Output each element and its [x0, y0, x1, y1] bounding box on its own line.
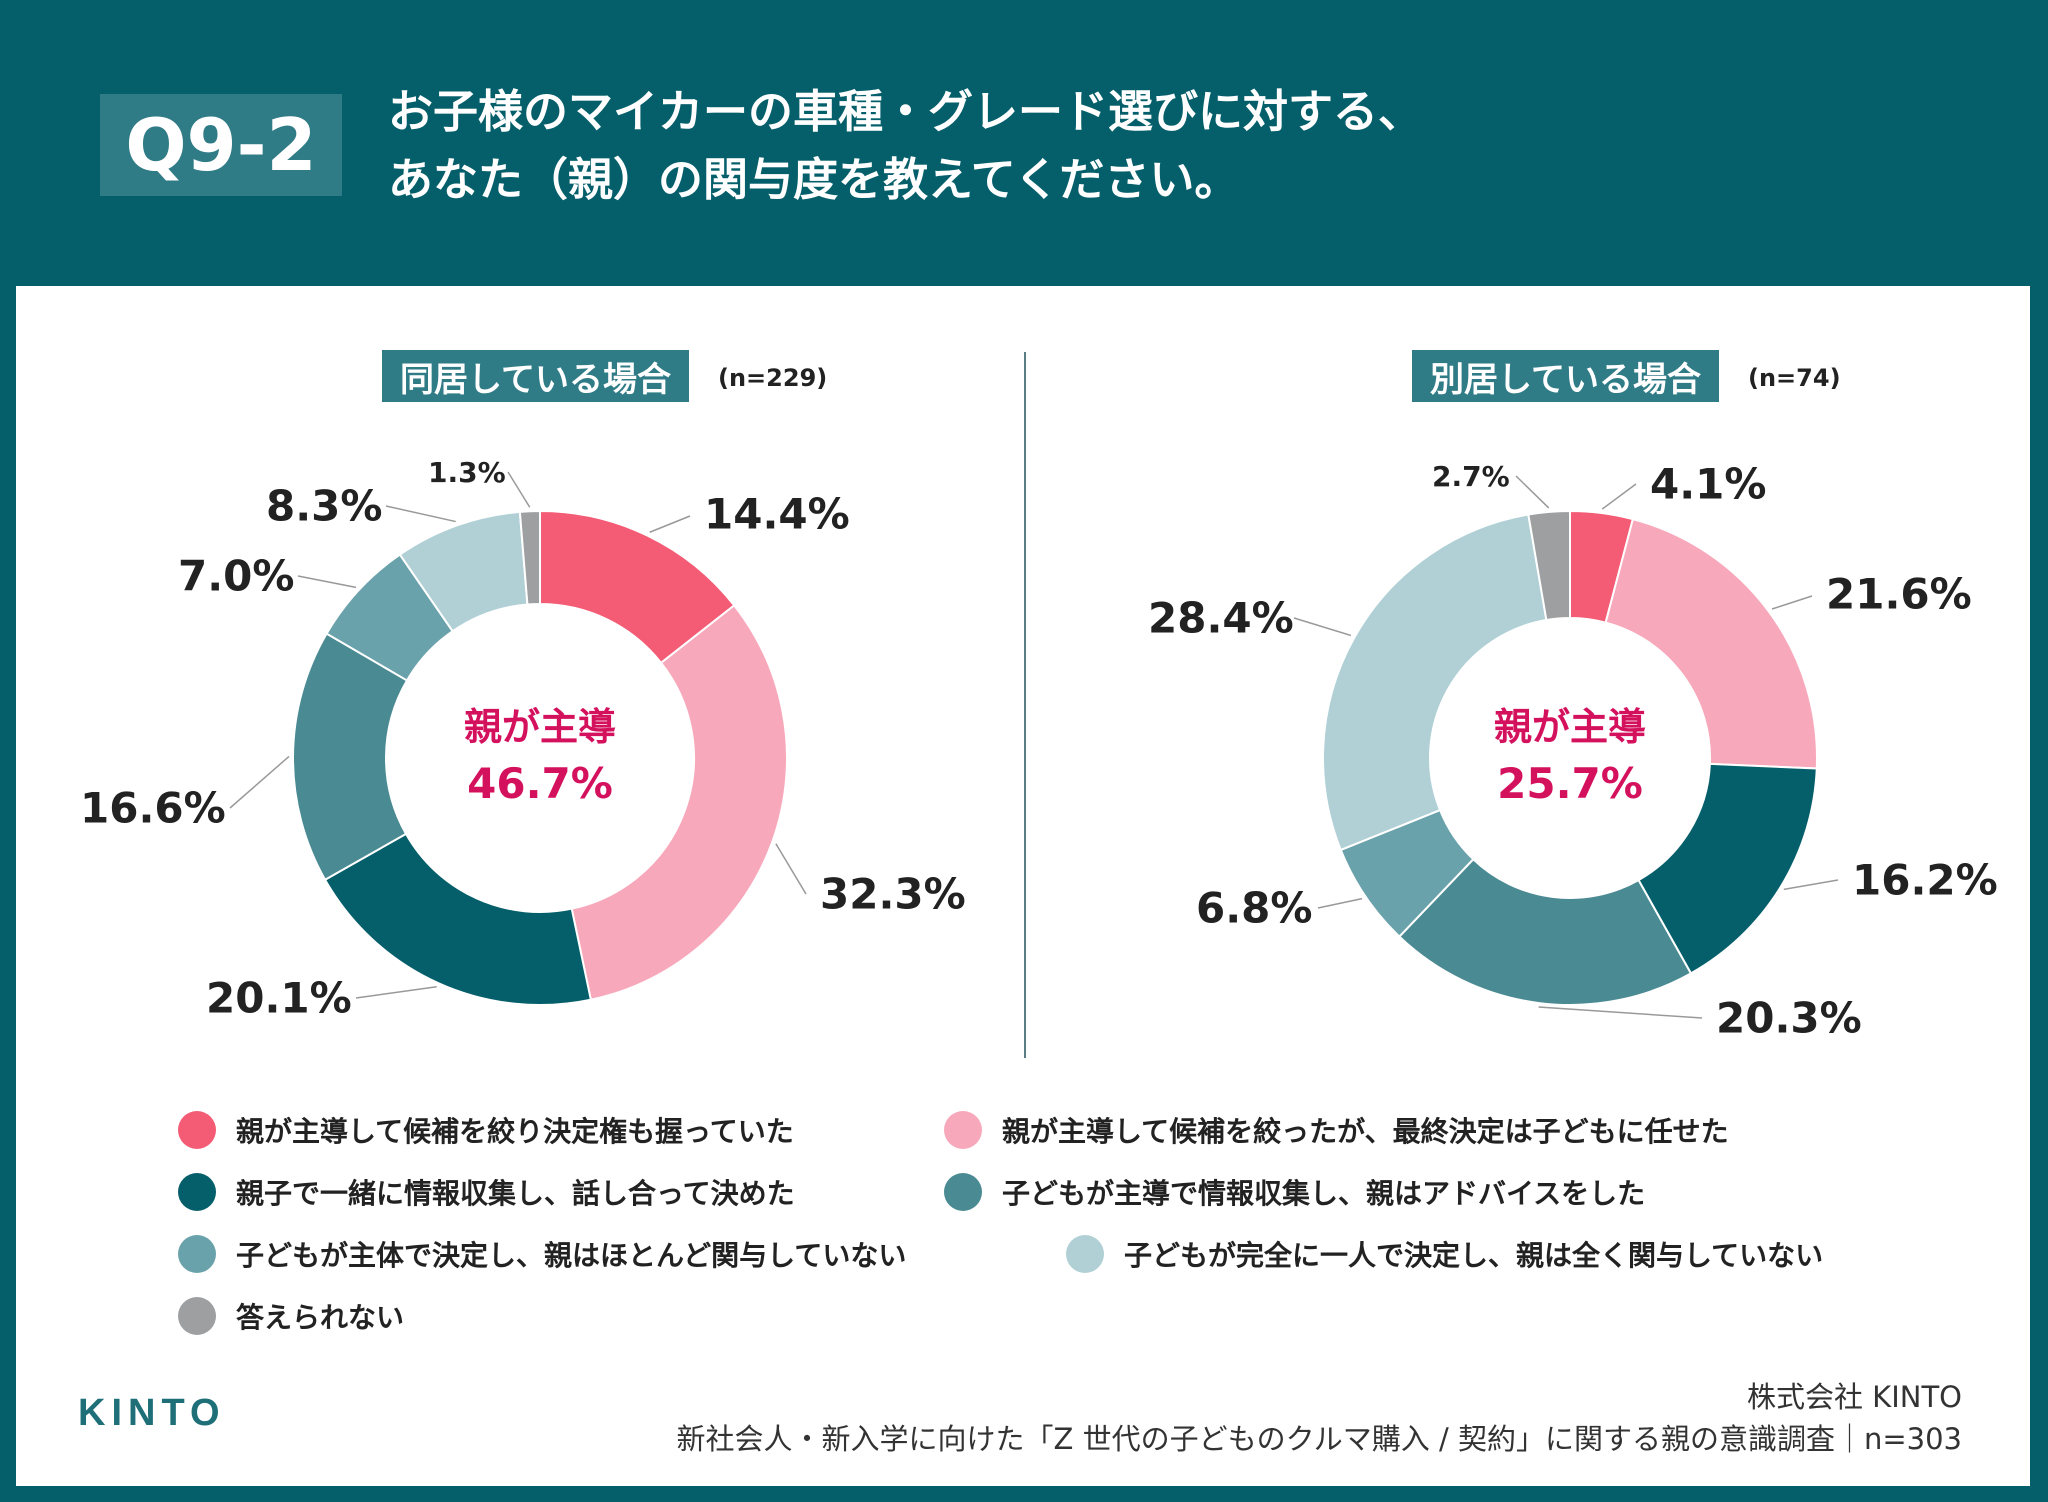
- slice-separate-4: [1397, 857, 1693, 1007]
- legend-swatch: [178, 1111, 216, 1149]
- leader-line-separate-4: [1538, 1006, 1703, 1019]
- leader-line-separate-5: [1317, 897, 1363, 909]
- slice-cohabiting-7: [518, 509, 541, 606]
- legend-label: 答えられない: [236, 1301, 405, 1334]
- center-value-separate: 25.7%: [1497, 759, 1643, 808]
- legend-label: 子どもが主導で情報収集し、親はアドバイスをした: [1002, 1177, 1646, 1210]
- legend-label: 親子で一緒に情報収集し、話し合って決めた: [236, 1177, 795, 1210]
- data-label-cohabiting-6: 8.3%: [266, 482, 382, 531]
- data-label-separate-6: 28.4%: [1148, 594, 1294, 643]
- sample-size-separate: (n=74): [1748, 364, 1841, 392]
- legend-swatch: [178, 1173, 216, 1211]
- legend-label: 親が主導して候補を絞り決定権も握っていた: [236, 1115, 794, 1148]
- leader-line-cohabiting-7: [507, 471, 531, 508]
- data-label-separate-1: 4.1%: [1650, 460, 1766, 509]
- legend-item: 子どもが主導で情報収集し、親はアドバイスをした: [944, 1172, 1645, 1212]
- legend-label: 子どもが主体で決定し、親はほとんど関与していない: [236, 1239, 907, 1272]
- data-label-cohabiting-1: 14.4%: [704, 490, 850, 539]
- slice-separate-7: [1527, 509, 1571, 622]
- center-label-cohabiting: 親が主導: [464, 705, 616, 749]
- slice-separate-3: [1637, 762, 1818, 975]
- legend-item: 親子で一緒に情報収集し、話し合って決めた: [178, 1172, 795, 1212]
- data-label-cohabiting-5: 7.0%: [178, 552, 294, 601]
- data-label-separate-2: 21.6%: [1826, 570, 1972, 619]
- chart-divider: [1024, 352, 1026, 1058]
- legend-item: 親が主導して候補を絞り決定権も握っていた: [178, 1110, 794, 1150]
- slice-cohabiting-3: [323, 832, 593, 1006]
- legend-swatch: [178, 1297, 216, 1335]
- legend-label: 親が主導して候補を絞ったが、最終決定は子どもに任せた: [1002, 1115, 1729, 1148]
- center-label-separate: 親が主導: [1494, 705, 1646, 749]
- legend-swatch: [944, 1173, 982, 1211]
- legend-swatch: [944, 1111, 982, 1149]
- leader-line-cohabiting-1: [649, 515, 691, 533]
- legend-swatch: [1066, 1235, 1104, 1273]
- slice-separate-6: [1322, 513, 1548, 852]
- slice-cohabiting-2: [570, 603, 788, 1001]
- kinto-logo: KINTO: [78, 1392, 226, 1434]
- leader-line-cohabiting-4: [229, 755, 290, 809]
- group-label-separate: 別居している場合: [1412, 350, 1719, 402]
- data-label-cohabiting-4: 16.6%: [80, 784, 226, 833]
- data-label-separate-5: 6.8%: [1196, 884, 1312, 933]
- leader-line-separate-3: [1783, 879, 1839, 891]
- leader-line-separate-6: [1293, 617, 1352, 637]
- leader-line-cohabiting-3: [355, 986, 437, 999]
- data-label-cohabiting-2: 32.3%: [820, 870, 966, 919]
- center-value-cohabiting: 46.7%: [467, 759, 613, 808]
- company-name: 株式会社 KINTO: [1746, 1380, 1962, 1414]
- data-label-separate-4: 20.3%: [1716, 994, 1862, 1043]
- group-label-cohabiting: 同居している場合: [382, 350, 689, 402]
- data-label-cohabiting-7: 1.3%: [428, 456, 506, 489]
- legend-item: 子どもが完全に一人で決定し、親は全く関与していない: [1066, 1234, 1823, 1274]
- legend-item: 親が主導して候補を絞ったが、最終決定は子どもに任せた: [944, 1110, 1729, 1150]
- leader-line-separate-2: [1771, 595, 1813, 610]
- question-title: お子様のマイカーの車種・グレード選びに対する、 あなた（親）の関与度を教えてくだ…: [388, 78, 1948, 214]
- leader-line-cohabiting-2: [775, 843, 807, 895]
- question-number-badge: Q9-2: [100, 94, 342, 196]
- sample-size-cohabiting: (n=229): [718, 364, 828, 392]
- legend-item: 答えられない: [178, 1296, 404, 1336]
- leader-line-separate-1: [1601, 483, 1637, 510]
- legend-swatch: [178, 1235, 216, 1273]
- leader-line-cohabiting-6: [385, 505, 456, 523]
- legend-label: 子どもが完全に一人で決定し、親は全く関与していない: [1124, 1239, 1824, 1272]
- leader-line-separate-7: [1515, 475, 1550, 509]
- survey-source: 新社会人・新入学に向けた「Z 世代の子どものクルマ購入 / 契約」に関する親の意…: [676, 1422, 1962, 1456]
- data-label-separate-7: 2.7%: [1432, 460, 1510, 493]
- legend-item: 子どもが主体で決定し、親はほとんど関与していない: [178, 1234, 906, 1274]
- data-label-separate-3: 16.2%: [1852, 856, 1998, 905]
- leader-line-cohabiting-5: [297, 575, 357, 589]
- question-title-line-2: あなた（親）の関与度を教えてください。: [388, 153, 1240, 206]
- slice-separate-2: [1604, 517, 1818, 770]
- question-title-line-1: お子様のマイカーの車種・グレード選びに対する、: [388, 85, 1424, 138]
- data-label-cohabiting-3: 20.1%: [206, 974, 352, 1023]
